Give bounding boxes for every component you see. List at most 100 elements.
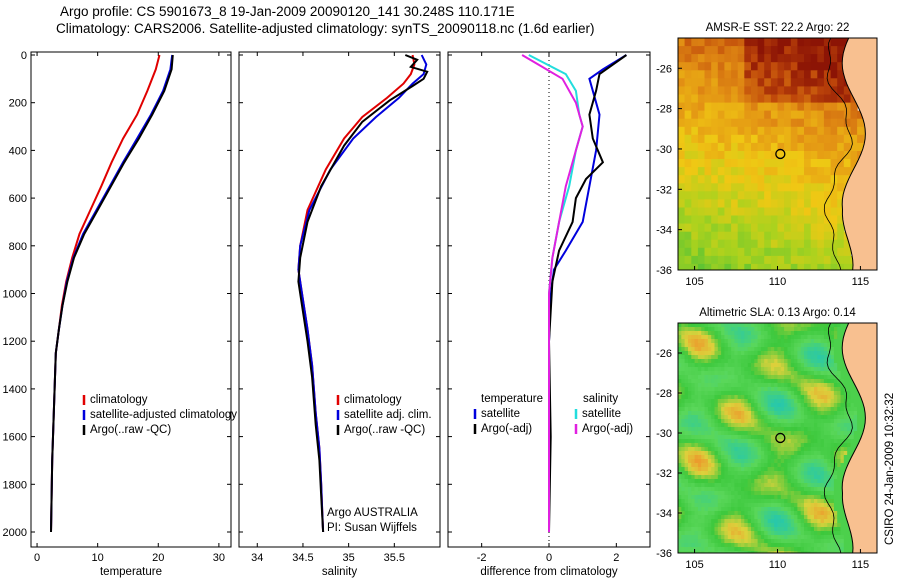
heatmap-cell: [770, 331, 775, 336]
heatmap-cell: [718, 555, 722, 560]
heatmap-cell: [817, 94, 825, 104]
heatmap-cell: [800, 415, 805, 420]
heatmap-cell: [678, 371, 682, 376]
heatmap-cell: [724, 515, 729, 520]
heatmap-cell: [797, 415, 802, 420]
heatmap-cell: [744, 272, 751, 281]
heatmap-cell: [847, 375, 852, 380]
heatmap-cell: [711, 391, 716, 396]
heatmap-cell: [704, 427, 709, 432]
heatmap-cell: [780, 463, 785, 468]
heatmap-cell: [764, 159, 772, 168]
heatmap-cell: [717, 94, 725, 104]
heatmap-cell: [797, 46, 805, 55]
heatmap-cell: [711, 223, 719, 233]
heatmap-cell: [814, 387, 818, 392]
heatmap-cell: [757, 471, 762, 476]
heatmap-cell: [711, 110, 719, 120]
heatmap-cell: [804, 38, 812, 47]
heatmap-cell: [817, 191, 825, 200]
heatmap-cell: [734, 475, 739, 480]
heatmap-cell: [760, 323, 765, 328]
heatmap-cell: [684, 491, 689, 496]
heatmap-cell: [714, 367, 719, 372]
heatmap-cell: [810, 323, 815, 328]
heatmap-cell: [717, 459, 722, 464]
heatmap-cell: [760, 395, 765, 400]
heatmap-cell: [797, 126, 805, 136]
heatmap-cell: [817, 471, 822, 476]
heatmap-cell: [691, 415, 696, 420]
heatmap-cell: [734, 487, 739, 492]
heatmap-cell: [787, 427, 792, 432]
heatmap-cell: [850, 443, 855, 448]
heatmap-cell: [843, 247, 851, 257]
heatmap-cell: [790, 371, 795, 376]
heatmap-cell: [764, 239, 772, 249]
heatmap-cell: [731, 467, 735, 472]
heatmap-cell: [830, 159, 838, 168]
heatmap-cell: [691, 507, 696, 512]
heatmap-cell: [800, 471, 805, 476]
heatmap-cell: [777, 167, 785, 176]
heatmap-cell: [833, 359, 838, 364]
heatmap-cell: [837, 547, 842, 552]
heatmap-cell: [853, 439, 858, 444]
heatmap-cell: [684, 86, 692, 96]
heatmap-cell: [790, 223, 798, 233]
heatmap-cell: [684, 487, 689, 492]
heatmap-cell: [688, 323, 692, 328]
heatmap-cell: [794, 359, 798, 364]
heatmap-cell: [681, 511, 686, 516]
heatmap-cell: [767, 391, 772, 396]
heatmap-cell: [764, 151, 772, 160]
heatmap-cell: [727, 379, 732, 384]
heatmap-cell: [697, 467, 702, 472]
heatmap-cell: [684, 459, 689, 464]
heatmap-cell: [697, 415, 702, 420]
heatmap-cell: [688, 403, 692, 408]
heatmap-cell: [691, 479, 696, 484]
heatmap-cell: [810, 519, 815, 524]
heatmap-cell: [764, 511, 769, 516]
heatmap-cell: [823, 331, 828, 336]
heatmap-cell: [724, 62, 732, 71]
heatmap-cell: [704, 175, 712, 184]
heatmap-cell: [684, 167, 692, 176]
heatmap-cell: [810, 427, 815, 432]
heatmap-cell: [734, 471, 739, 476]
heatmap-cell: [681, 503, 686, 508]
heatmap-cell: [800, 495, 805, 500]
heatmap-cell: [704, 415, 709, 420]
heatmap-cell: [744, 399, 749, 404]
heatmap-cell: [757, 467, 762, 472]
heatmap-cell: [734, 467, 739, 472]
heatmap-cell: [843, 527, 848, 532]
heatmap-cell: [837, 191, 845, 200]
heatmap-cell: [727, 539, 732, 544]
heatmap-cell: [724, 475, 729, 480]
heatmap-cell: [797, 459, 802, 464]
heatmap-cell: [770, 38, 779, 47]
heatmap-cell: [764, 551, 769, 553]
heatmap-cell: [804, 423, 808, 428]
heatmap-cell: [780, 351, 785, 356]
heatmap-cell: [754, 447, 759, 452]
heatmap-cell: [830, 479, 835, 484]
heatmap-cell: [744, 379, 749, 384]
heatmap-cell: [697, 347, 702, 352]
series-line-argo: [50, 54, 174, 533]
heatmap-cell: [737, 247, 745, 257]
heatmap-cell: [751, 463, 755, 468]
heatmap-cell: [757, 547, 762, 552]
x-tick-label: -2: [477, 552, 487, 564]
heatmap-cell: [731, 507, 735, 512]
heatmap-cell: [787, 355, 792, 360]
heatmap-cell: [787, 523, 792, 528]
heatmap-cell: [737, 527, 742, 532]
heatmap-cell: [840, 503, 845, 508]
heatmap-cell: [814, 499, 818, 504]
heatmap-cell: [757, 70, 765, 79]
heatmap-cell: [724, 142, 732, 152]
heatmap-cell: [760, 523, 765, 528]
